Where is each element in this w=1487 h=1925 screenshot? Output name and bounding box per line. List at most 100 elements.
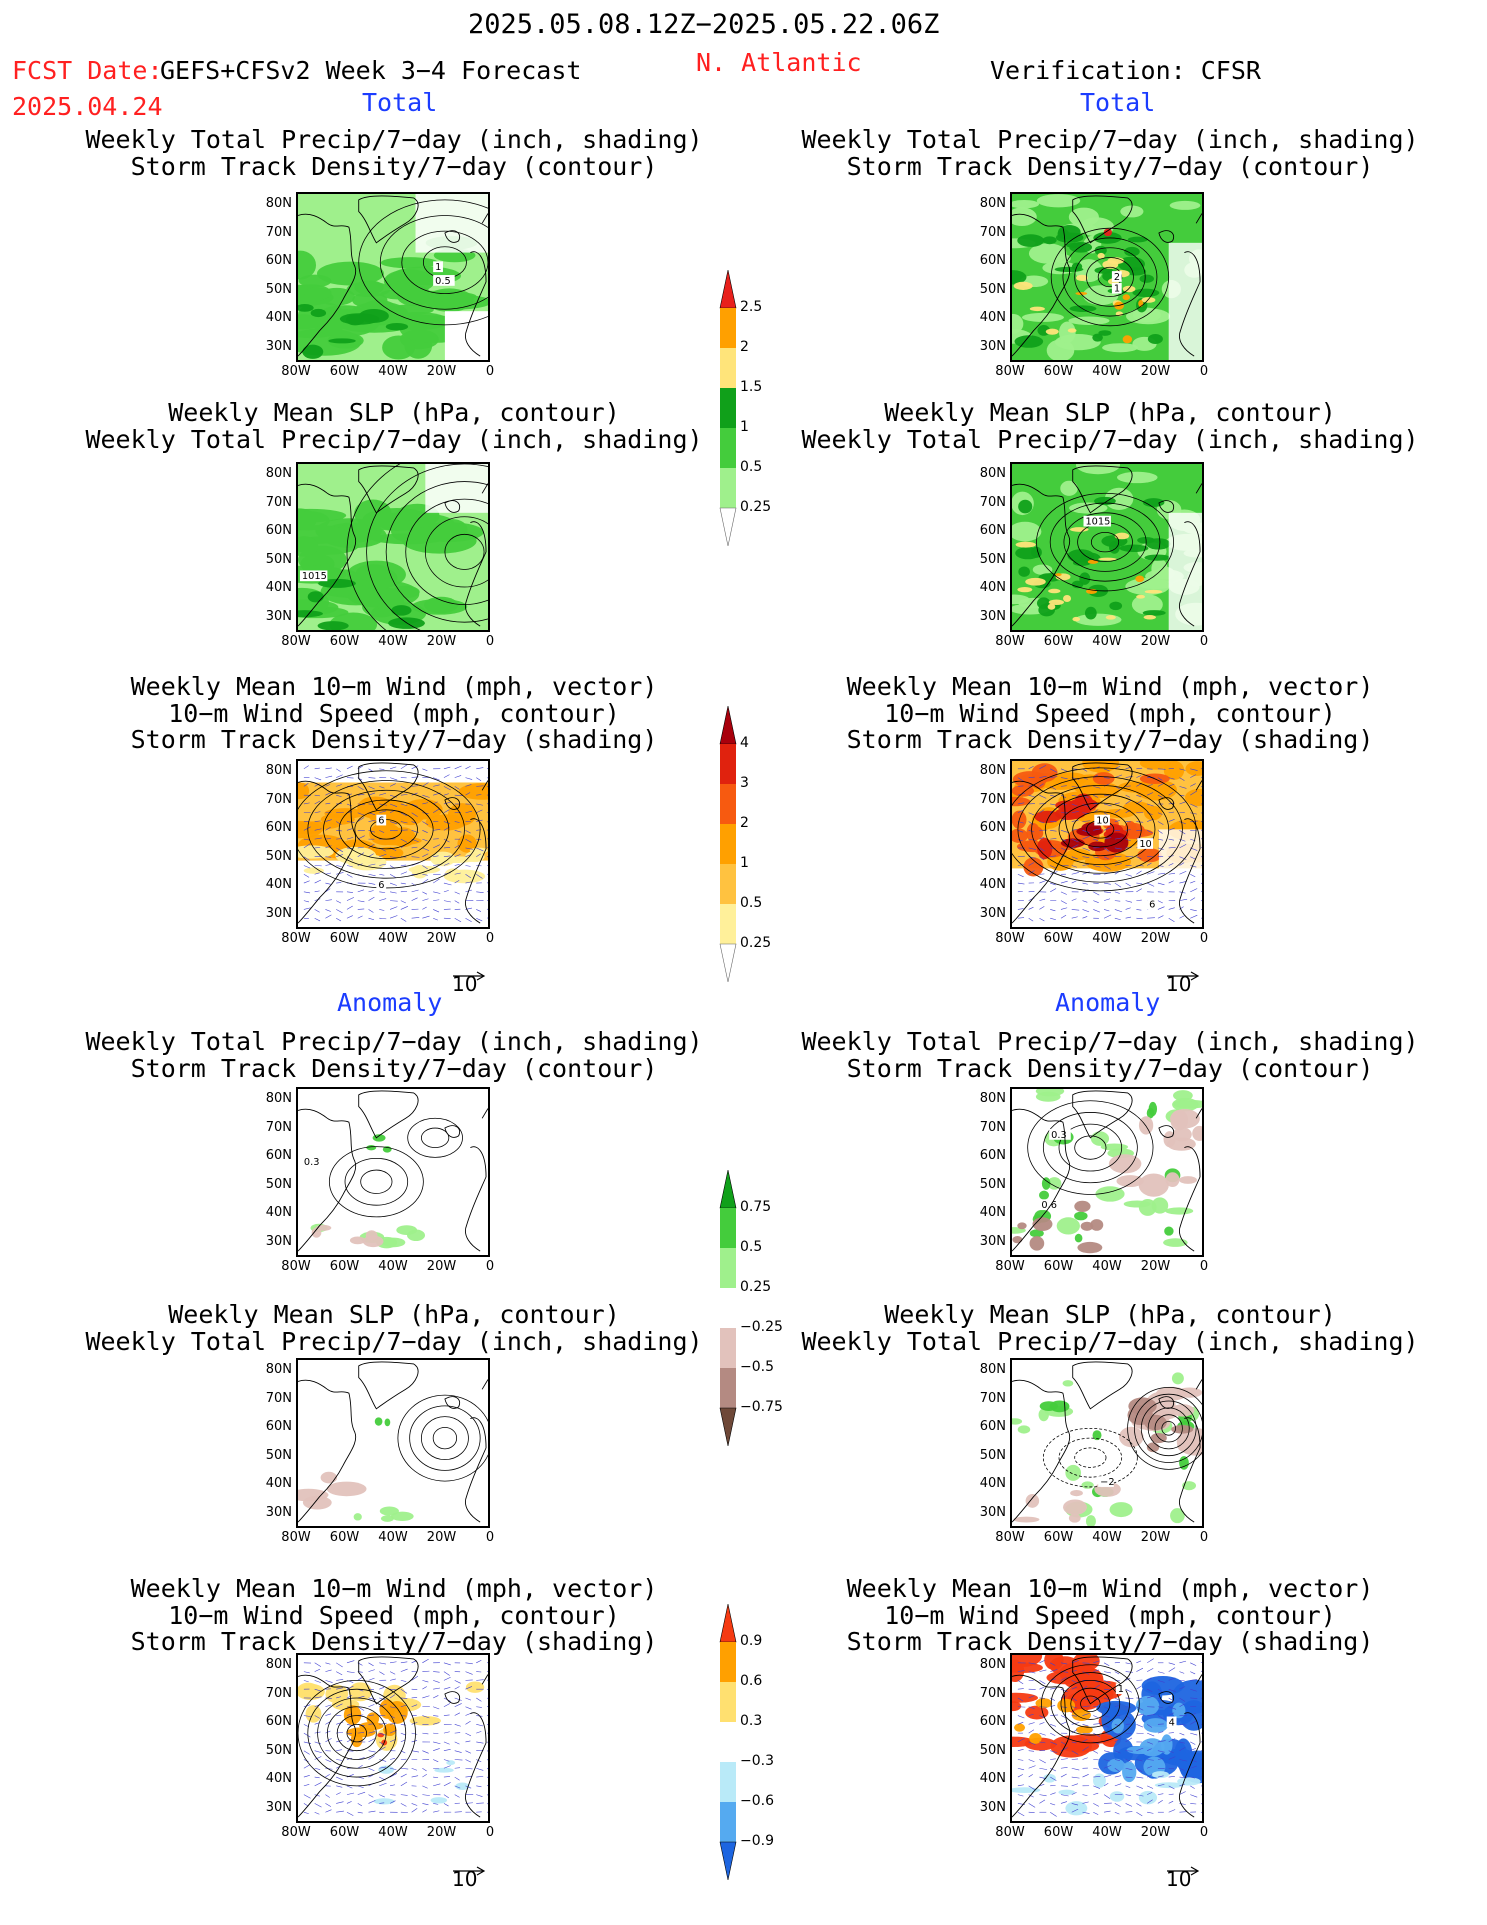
- wind-vector: [1114, 1811, 1120, 1815]
- wind-vector: [454, 1732, 461, 1734]
- field-patch: [378, 1765, 394, 1774]
- wind-vector: [411, 803, 418, 807]
- wind-vector: [465, 1720, 471, 1725]
- wind-vector: [1157, 882, 1165, 886]
- field-patch: [1054, 807, 1082, 820]
- wind-vector: [1039, 809, 1045, 813]
- field-patch: [1025, 1493, 1040, 1508]
- wind-vector: [314, 872, 320, 875]
- wind-vector: [1179, 1686, 1186, 1690]
- wind-vector: [1028, 1671, 1036, 1674]
- wind-vector: [1168, 819, 1175, 822]
- wind-vector: [1093, 1811, 1099, 1815]
- field-patch: [1015, 541, 1036, 548]
- lat-tick-label: 80N: [979, 1091, 1006, 1106]
- wind-vector: [411, 889, 419, 893]
- wind-vector: [1060, 914, 1067, 919]
- field-patch: [1126, 1746, 1154, 1755]
- wind-vector: [476, 809, 483, 814]
- wind-vector: [1200, 838, 1202, 840]
- wind-vector: [411, 1750, 420, 1753]
- wind-vector: [1104, 891, 1112, 894]
- wind-vector: [1200, 909, 1202, 910]
- field-patch: [1139, 274, 1155, 283]
- wind-vector: [465, 847, 473, 850]
- wind-vector: [400, 1794, 408, 1796]
- field-patch: [380, 1515, 394, 1522]
- lat-tick-label: 60N: [265, 523, 292, 539]
- contour-line: [1031, 785, 1170, 874]
- forecast-period: 2025.05.08.12Z−2025.05.22.06Z: [468, 9, 940, 40]
- wind-vector: [433, 1803, 439, 1805]
- field-patch: [326, 1481, 367, 1497]
- field-patch: [1074, 1200, 1091, 1213]
- field-patch: [384, 1418, 391, 1427]
- field-patch: [1065, 1464, 1082, 1481]
- field-patch: [1035, 1698, 1053, 1709]
- wind-vector: [486, 786, 488, 788]
- wind-vector: [486, 900, 488, 901]
- wind-vector: [1157, 1706, 1163, 1709]
- wind-vector: [368, 1714, 374, 1716]
- wind-vector: [1157, 906, 1165, 910]
- wind-vector: [1060, 847, 1067, 851]
- field-patch: [1012, 1692, 1039, 1703]
- wind-vector: [1136, 1768, 1143, 1772]
- wind-vector: [454, 1680, 461, 1684]
- wind-vector: [1146, 1799, 1153, 1804]
- contour-label-bg: [1137, 838, 1154, 849]
- wind-vector: [357, 1764, 363, 1769]
- wind-vector: [1179, 768, 1186, 771]
- wind-vector: [336, 1721, 344, 1725]
- wind-vector: [1114, 1671, 1120, 1675]
- wind-vector: [346, 1671, 355, 1674]
- contour-line: [1058, 1437, 1123, 1478]
- contour-line: [405, 498, 488, 605]
- wind-vector: [1039, 1759, 1046, 1764]
- lon-tick-label: 40W: [1092, 1259, 1122, 1274]
- wind-vector: [422, 878, 429, 884]
- wind-vector: [433, 784, 440, 787]
- wind-vector: [390, 1794, 396, 1796]
- lon-tick-label: 0: [1199, 1259, 1209, 1274]
- wind-vector: [1060, 1794, 1069, 1797]
- wind-vector: [1103, 827, 1111, 831]
- wind-vector: [336, 1810, 344, 1813]
- wind-vector: [368, 1662, 374, 1667]
- wind-vector: [433, 1706, 440, 1710]
- wind-vector: [1136, 1811, 1143, 1817]
- wind-vector: [379, 810, 387, 814]
- lat-tick-label: 60N: [265, 820, 292, 836]
- wind-vector: [1103, 1662, 1110, 1666]
- wind-vector: [1104, 1688, 1111, 1691]
- wind-vector: [314, 879, 322, 884]
- wind-vector: [1146, 1658, 1154, 1664]
- wind-vector: [433, 1759, 439, 1763]
- wind-vector: [443, 1749, 451, 1751]
- field-patch: [298, 314, 322, 330]
- wind-vector: [465, 1697, 472, 1701]
- contour-line: [1062, 237, 1158, 317]
- wind-vector: [314, 1782, 322, 1787]
- wind-vector: [476, 1759, 482, 1763]
- wind-vector: [443, 1765, 451, 1769]
- colorbar-bottom-arrow: [719, 943, 737, 983]
- field-patch: [1172, 1127, 1192, 1142]
- wind-vector: [303, 1784, 310, 1787]
- contour-line: [401, 230, 488, 294]
- colorbar-label: −0.6: [740, 1793, 774, 1809]
- panel-title-fcst-anom-slp: Weekly Mean SLP (hPa, contour) Weekly Tot…: [85, 1300, 703, 1356]
- wind-vector: [465, 1706, 472, 1710]
- lat-tick-label: 50N: [265, 1176, 292, 1192]
- wind-vector: [368, 844, 375, 849]
- wind-vector: [314, 1776, 320, 1779]
- colorbar-top-arrow: [719, 1603, 737, 1643]
- contour-line: [1017, 776, 1183, 883]
- wind-vector: [1147, 803, 1154, 807]
- field-patch: [1049, 1400, 1070, 1413]
- field-patch: [1012, 521, 1042, 542]
- wind-vector: [346, 1695, 353, 1699]
- field-patch: [1169, 200, 1201, 210]
- wind-vector: [1050, 888, 1057, 893]
- contour-label-bg: [301, 1156, 324, 1168]
